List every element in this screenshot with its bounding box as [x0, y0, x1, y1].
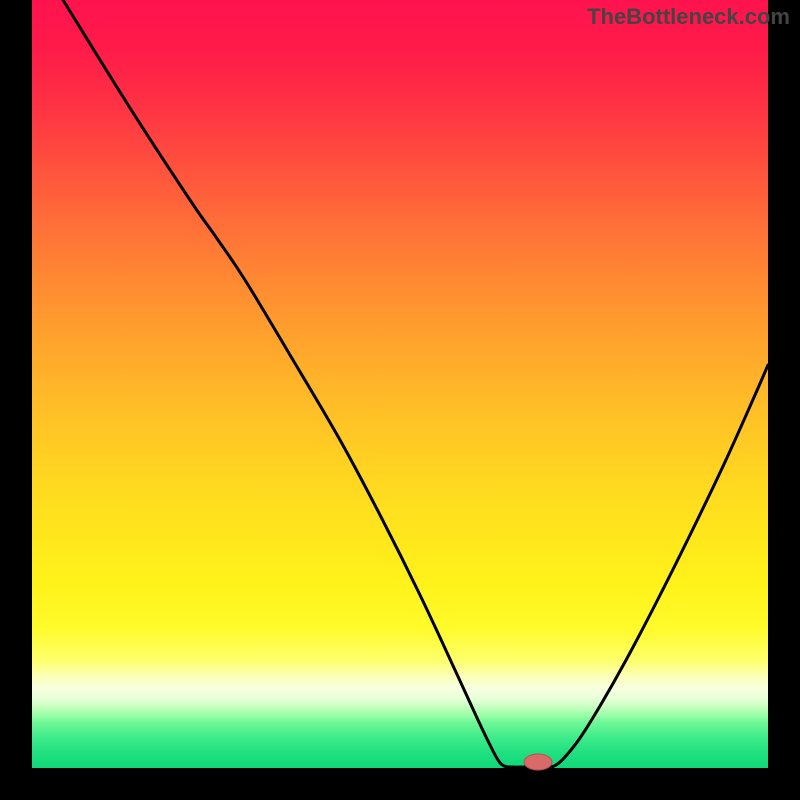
chart-root: TheBottleneck.com [0, 0, 800, 800]
border-bottom [0, 768, 800, 800]
border-right [768, 0, 800, 800]
border-left [0, 0, 32, 800]
watermark-text: TheBottleneck.com [587, 4, 790, 30]
plot-background [32, 0, 768, 768]
optimal-marker [524, 754, 552, 770]
bottleneck-chart [0, 0, 800, 800]
